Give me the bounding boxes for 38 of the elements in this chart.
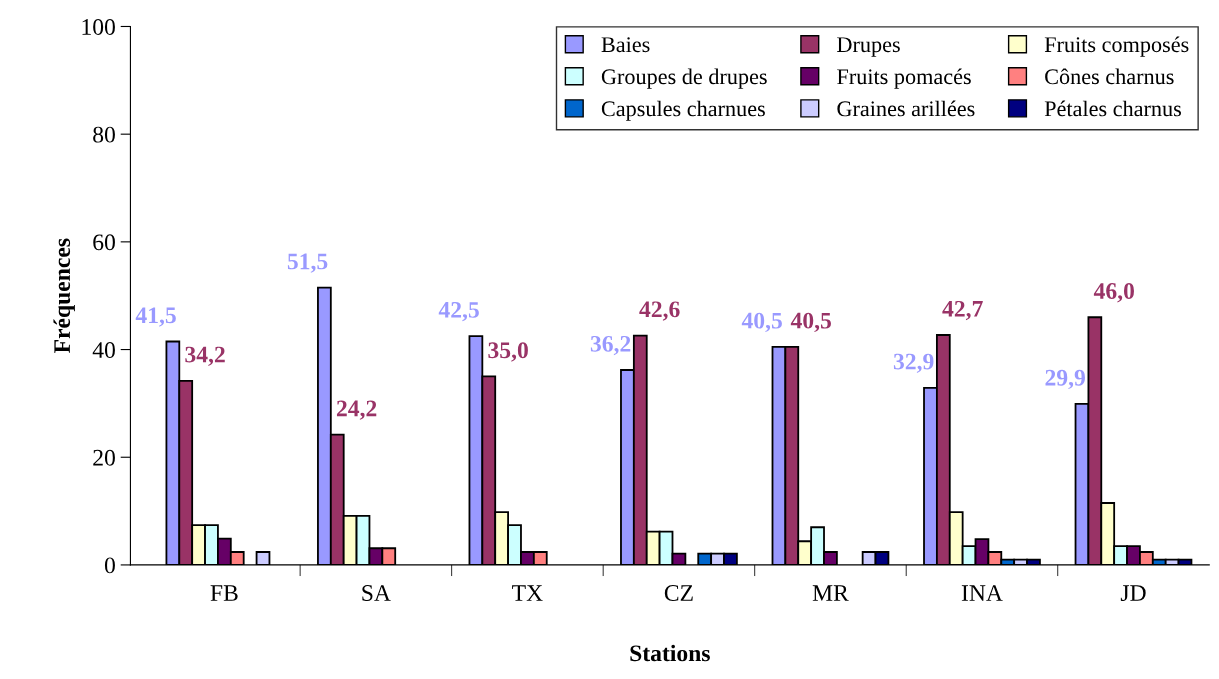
legend-label: Fruits composés xyxy=(1044,36,1189,57)
x-tick-label: FB xyxy=(210,585,238,601)
data-label: 40,5 xyxy=(790,312,831,333)
x-tick-label: MR xyxy=(812,585,849,601)
y-tick-label: 40 xyxy=(92,342,115,358)
data-label: 29,9 xyxy=(1045,369,1085,390)
data-label: 42,5 xyxy=(438,301,479,322)
x-tick-label: JD xyxy=(1120,585,1146,601)
legend-label: Pétales charnus xyxy=(1044,100,1181,117)
data-label: 40,5 xyxy=(741,312,782,333)
data-label: 51,5 xyxy=(287,253,328,273)
legend-label: Drupes xyxy=(837,37,900,57)
x-tick-label: CZ xyxy=(664,585,693,601)
data-label: 35,0 xyxy=(488,342,528,362)
y-axis-title: Fréquences xyxy=(53,238,75,354)
legend-label: Baies xyxy=(601,37,650,53)
legend-label: Cônes charnus xyxy=(1045,68,1174,85)
x-axis-title: Stations xyxy=(630,644,710,662)
data-label: 42,7 xyxy=(942,300,983,321)
y-tick-label: 100 xyxy=(82,18,115,35)
y-tick-label: 60 xyxy=(93,234,115,251)
legend-label: Fruits pomacés xyxy=(837,68,971,89)
data-label: 32,9 xyxy=(893,353,934,373)
x-tick-label: SA xyxy=(362,585,391,601)
data-label: 36,2 xyxy=(590,335,631,356)
data-label: 34,2 xyxy=(185,346,225,366)
legend-label: Groupes de drupes xyxy=(601,68,767,89)
data-label: 46,0 xyxy=(1093,283,1134,303)
y-tick-label: 20 xyxy=(93,449,115,466)
y-tick-label: 80 xyxy=(93,126,115,143)
data-label: 41,5 xyxy=(135,307,176,327)
data-label: 42,6 xyxy=(639,301,680,321)
y-tick-label: 0 xyxy=(104,557,115,574)
data-label: 24,2 xyxy=(336,400,377,420)
x-tick-label: INA xyxy=(961,585,1003,601)
x-tick-label: TX xyxy=(512,585,543,601)
legend-label: Graines arillées xyxy=(837,100,975,117)
legend-label: Capsules charnues xyxy=(601,100,765,121)
